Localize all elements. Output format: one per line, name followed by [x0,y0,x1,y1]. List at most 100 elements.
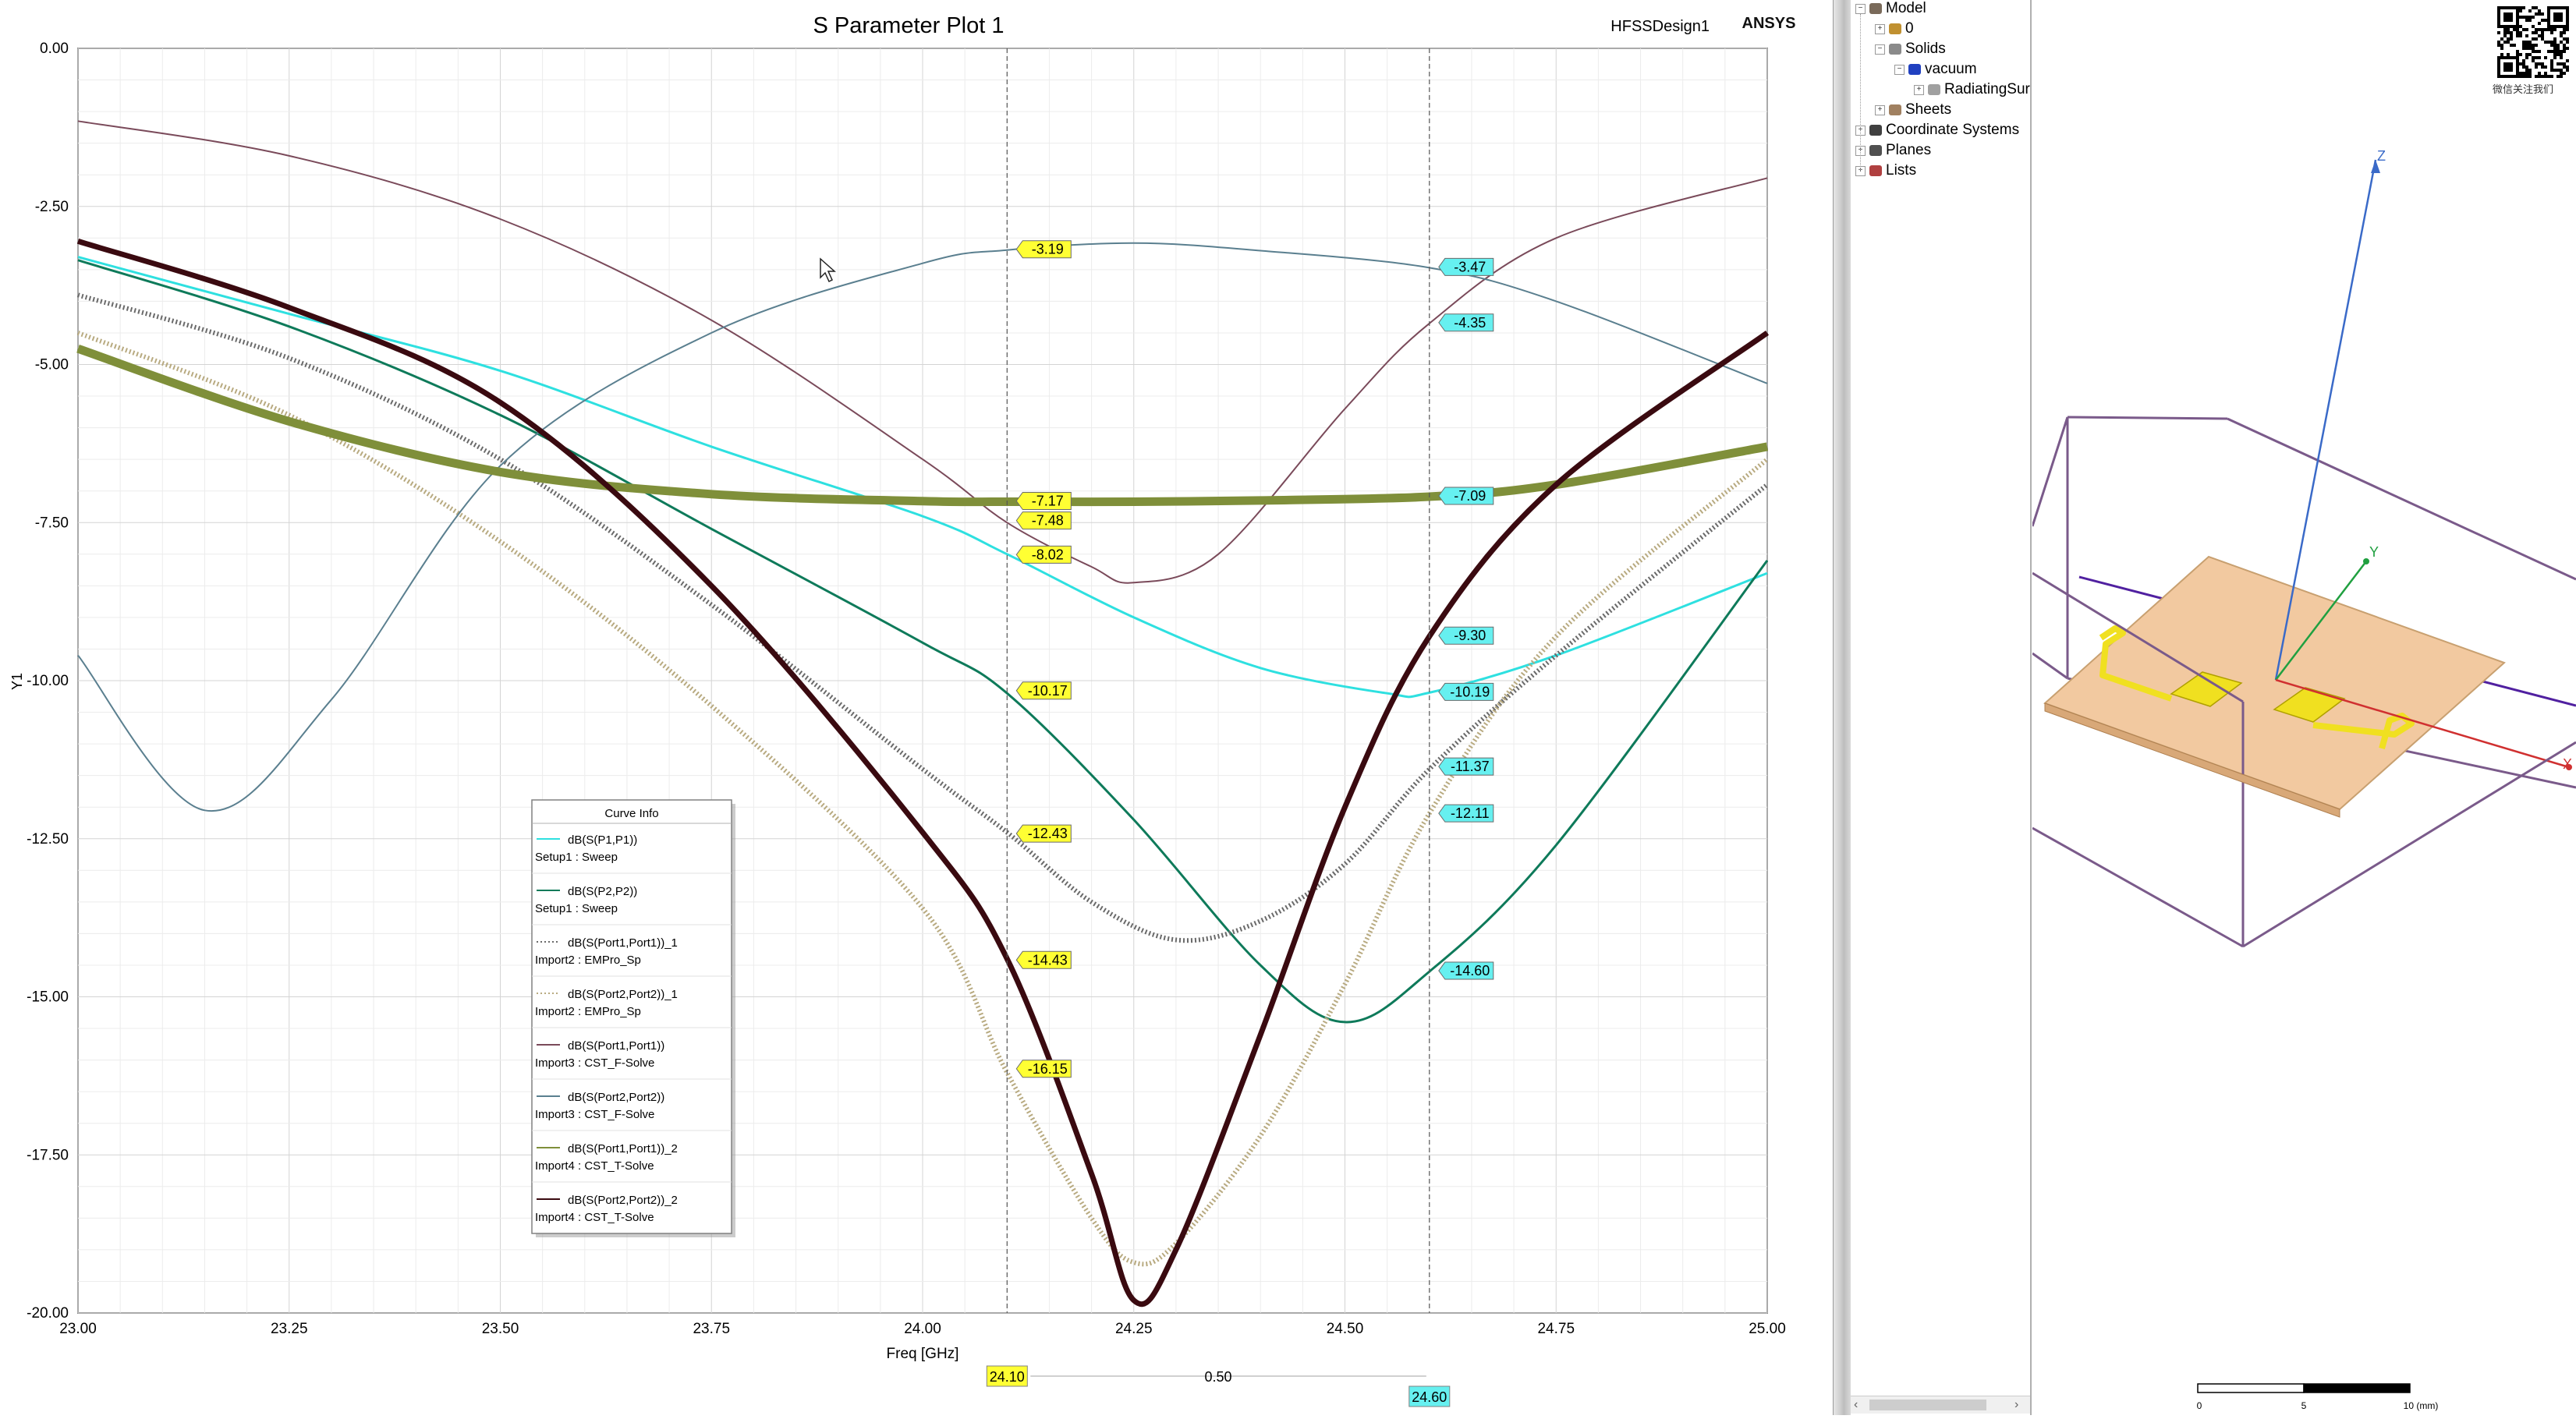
marker1-value-tag[interactable]: -3.19 [1015,240,1072,259]
marker1-value-tag[interactable]: -12.43 [1015,824,1072,843]
air-box-edge [2242,741,2576,948]
marker1-value-tag-text: -10.17 [1028,683,1068,699]
svg-text:24.10: 24.10 [990,1369,1025,1385]
svg-text:Import4 : CST_T-Solve: Import4 : CST_T-Solve [535,1159,654,1173]
tree-horizontal-scrollbar[interactable]: ‹ › [1851,1396,2030,1414]
scale-tick-label: 0 [2197,1400,2202,1411]
tree-expander-icon[interactable]: − [1855,3,1866,14]
tree-item-label: RadiatingSur [1944,81,2030,97]
tree-item-model[interactable]: − Model [1855,0,1926,17]
legend-entry[interactable]: dB(S(Port2,Port2)) Import3 : CST_F-Solve [532,1091,732,1131]
y-axis-label-3d: Y [2369,544,2379,560]
tree-node-icon [1889,104,1901,115]
scroll-left-arrow-icon[interactable]: ‹ [1854,1398,1858,1411]
tree-expander-icon[interactable]: + [1914,84,1924,95]
marker1-x-label[interactable]: 24.10 [986,1365,1028,1387]
marker1-value-tag[interactable]: -7.17 [1015,491,1072,510]
3d-model-view[interactable]: Z Y X 0 5 10 (mm) [2031,0,2576,1415]
tree-item-0[interactable]: +0 [1875,20,1914,37]
svg-text:24.60: 24.60 [1412,1389,1447,1405]
marker1-value-tag-text: -12.43 [1028,826,1068,841]
marker2-value-tag[interactable]: -11.37 [1438,757,1494,776]
marker2-value-tag[interactable]: -7.09 [1438,487,1494,505]
mouse-cursor-icon [820,257,836,283]
air-box-edge [2032,826,2244,948]
y-tick-label: -12.50 [27,831,69,848]
3d-viewport[interactable]: Z Y X 0 5 10 (mm) [2031,0,2576,1415]
plot-panel[interactable]: 23.00 23.25 23.50 23.75 24.00 24.25 24.50 24.75… [0,0,1833,1415]
svg-text:Setup1 : Sweep: Setup1 : Sweep [535,902,618,915]
marker1-value-tag[interactable]: -16.15 [1015,1060,1072,1078]
tree-item-vacuum[interactable]: − vacuum [1894,61,1977,78]
svg-text:dB(S(Port1,Port1)): dB(S(Port1,Port1)) [568,1039,664,1053]
svg-text:Setup1 : Sweep: Setup1 : Sweep [535,851,618,864]
legend-entry[interactable]: dB(S(Port2,Port2))_1 Import2 : EMPro_Sp [532,988,732,1028]
marker2-value-tag[interactable]: -4.35 [1438,313,1494,332]
tree-expander-icon[interactable]: − [1875,44,1885,55]
scroll-right-arrow-icon[interactable]: › [2014,1398,2019,1411]
marker1-value-tag-text: -3.19 [1032,242,1064,257]
tree-expander-icon[interactable]: + [1875,104,1885,115]
series-line-3[interactable] [77,292,1769,943]
svg-text:dB(S(Port2,Port2))_2: dB(S(Port2,Port2))_2 [568,1194,678,1207]
tree-node-icon [1889,44,1901,55]
legend-entry[interactable]: dB(S(P2,P2)) Setup1 : Sweep [532,885,732,925]
tree-item-label: Solids [1905,41,1946,57]
qr-caption: 微信关注我们 [2493,83,2554,95]
tree-node-icon [1869,125,1882,136]
series-line-8[interactable] [76,239,1770,1308]
marker2-value-tag[interactable]: -14.60 [1438,961,1494,980]
panel-splitter[interactable] [1833,0,1851,1415]
tree-node-icon [1908,64,1921,75]
tree-expander-icon[interactable]: − [1894,64,1905,75]
tree-node-icon [1928,84,1940,95]
tree-item-coordinate-systems[interactable]: + Coordinate Systems [1855,122,2019,139]
marker1-value-tag[interactable]: -7.48 [1015,511,1072,530]
tree-expander-icon[interactable]: + [1875,23,1885,34]
marker1-value-tag[interactable]: -8.02 [1015,545,1072,564]
air-box-edge [2067,416,2228,420]
tree-item-planes[interactable]: + Planes [1855,142,1931,159]
x-tick-label: 23.75 [693,1321,730,1337]
legend-entry[interactable]: dB(S(Port1,Port1))_1 Import2 : EMPro_Sp [532,936,732,977]
patch-element[interactable] [2170,671,2243,707]
tree-item-label: Coordinate Systems [1886,122,2020,138]
x-tick-label: 24.00 [904,1321,941,1337]
project-tree[interactable]: − Model +0− Solids − vacuum + RadiatingSur + Shee… [1851,0,2032,1415]
marker2-value-tag[interactable]: -12.11 [1438,804,1494,823]
svg-text:Import3 : CST_F-Solve: Import3 : CST_F-Solve [535,1108,654,1121]
marker2-value-tag[interactable]: -9.30 [1438,626,1494,645]
marker1-value-tag[interactable]: -10.17 [1015,681,1072,700]
marker2-value-tag[interactable]: -10.19 [1438,682,1494,701]
patch-element[interactable] [2273,687,2346,723]
legend-entry[interactable]: dB(S(Port2,Port2))_2 Import4 : CST_T-Solv… [535,1194,678,1224]
tree-item-radiatingsur[interactable]: + RadiatingSur [1914,81,2030,98]
scrollbar-thumb[interactable] [1869,1400,1986,1410]
marker1-value-tag-text: -7.48 [1032,513,1064,529]
marker2-value-tag[interactable]: -3.47 [1438,257,1494,276]
marker1-value-tag[interactable]: -14.43 [1015,950,1072,969]
marker2-x-label[interactable]: 24.60 [1408,1385,1451,1407]
tree-item-sheets[interactable]: + Sheets [1875,101,1951,119]
legend-box[interactable] [531,799,732,1234]
x-tick-label: 23.50 [482,1321,519,1337]
series-line-2[interactable] [77,259,1769,1024]
legend-entry[interactable]: dB(S(Port1,Port1))_2 Import4 : CST_T-Solv… [532,1142,732,1183]
tree-item-lists[interactable]: + Lists [1855,162,1916,179]
svg-text:dB(S(Port2,Port2)): dB(S(Port2,Port2)) [568,1091,664,1104]
air-box-edge [2032,652,2068,680]
series-line-4[interactable] [76,331,1769,1267]
legend-entry[interactable]: dB(S(Port1,Port1)) Import3 : CST_F-Solve [532,1039,732,1080]
svg-text:Import2 : EMPro_Sp: Import2 : EMPro_Sp [535,954,641,967]
y-tick-label: 0.00 [40,41,69,57]
legend-entry[interactable]: dB(S(P1,P1)) Setup1 : Sweep [532,833,732,874]
tree-node-icon [1869,145,1882,156]
substrate[interactable] [2043,555,2506,811]
s-parameter-chart[interactable]: 23.00 23.25 23.50 23.75 24.00 24.25 24.50 24.75… [0,0,1833,1415]
x-tick-label: 24.25 [1115,1321,1153,1337]
tree-item-solids[interactable]: − Solids [1875,41,1946,58]
marker1-value-tag-text: -16.15 [1028,1061,1068,1077]
z-axis [2274,159,2377,681]
marker1-value-tag-text: -14.43 [1028,952,1068,968]
y-tick-label: -5.00 [35,357,69,373]
